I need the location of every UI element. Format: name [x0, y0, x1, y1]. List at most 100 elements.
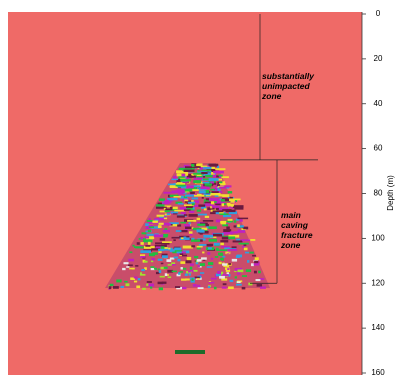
fracture-speck [221, 236, 231, 240]
fracture-speck [207, 207, 215, 210]
fracture-speck [141, 268, 146, 272]
fracture-speck [163, 266, 168, 269]
fracture-speck [202, 185, 205, 188]
fracture-speck [163, 247, 173, 251]
fracture-speck [155, 204, 165, 207]
fracture-speck [190, 191, 195, 195]
fracture-speck [228, 211, 238, 215]
fracture-speck [178, 272, 181, 275]
fracture-speck [207, 286, 211, 289]
fracture-speck [181, 173, 186, 177]
fracture-speck [210, 201, 215, 205]
fracture-speck [197, 213, 207, 216]
fracture-speck [204, 183, 212, 186]
fracture-speck [140, 237, 144, 240]
fracture-speck [234, 270, 237, 273]
fracture-speck [189, 263, 195, 266]
fracture-speck [219, 181, 223, 185]
fracture-speck [146, 224, 154, 228]
fracture-speck [248, 282, 253, 286]
fracture-speck [192, 163, 201, 167]
fracture-speck [184, 224, 191, 228]
fracture-speck [163, 216, 167, 219]
fracture-speck [159, 210, 167, 213]
fracture-speck [228, 206, 232, 208]
y-tick-label: 20 [374, 54, 383, 63]
fracture-speck [188, 222, 191, 225]
fracture-speck [210, 188, 216, 191]
fracture-speck [202, 258, 206, 261]
fracture-speck [173, 256, 179, 259]
fracture-speck [165, 199, 169, 202]
fracture-speck [175, 184, 186, 187]
fracture-speck [218, 183, 226, 186]
fracture-speck [158, 251, 162, 253]
fracture-speck [176, 182, 182, 185]
fracture-speck [146, 281, 152, 283]
fracture-speck [167, 269, 174, 273]
fracture-speck [180, 251, 186, 254]
fracture-speck [165, 208, 173, 211]
fracture-speck [198, 204, 206, 207]
fracture-speck [163, 207, 167, 210]
fracture-speck [193, 180, 202, 184]
y-tick-label: 60 [374, 144, 383, 153]
fracture-speck [185, 226, 192, 229]
fracture-speck [207, 262, 214, 265]
fracture-speck [171, 190, 176, 194]
fracture-speck [211, 191, 219, 195]
fracture-speck [171, 270, 177, 273]
fracture-speck [215, 185, 218, 187]
fracture-speck [193, 204, 203, 208]
fracture-speck [197, 223, 206, 226]
fracture-speck [243, 226, 249, 230]
fracture-speck [183, 192, 187, 194]
fracture-speck [227, 247, 230, 249]
fracture-speck [183, 196, 188, 199]
fracture-speck [204, 201, 211, 204]
fracture-speck [161, 247, 168, 249]
fracture-speck [176, 251, 182, 254]
fracture-speck [196, 200, 200, 204]
fracture-speck [186, 175, 197, 178]
fracture-speck [219, 210, 224, 214]
fracture-speck [132, 244, 135, 247]
fracture-speck [207, 252, 211, 255]
fracture-speck [219, 275, 225, 279]
fracture-speck [161, 281, 167, 284]
fracture-speck [256, 284, 263, 287]
fracture-speck [179, 271, 183, 273]
fracture-speck [145, 227, 152, 230]
fracture-speck [167, 264, 172, 266]
fracture-speck [210, 212, 219, 215]
fracture-speck [222, 255, 226, 258]
fracture-speck [172, 251, 178, 254]
fracture-speck [208, 163, 219, 166]
fracture-speck [159, 238, 166, 241]
fracture-speck [226, 272, 230, 275]
fracture-speck [143, 246, 155, 249]
fracture-speck [211, 166, 215, 170]
fracture-speck [224, 220, 234, 223]
fracture-speck [163, 200, 172, 204]
fracture-speck [204, 190, 210, 194]
fracture-speck [181, 254, 188, 257]
fracture-speck [176, 215, 185, 218]
fracture-speck [203, 195, 207, 197]
fracture-speck [178, 176, 185, 179]
fracture-speck [190, 279, 195, 283]
fracture-speck [224, 247, 229, 250]
fracture-speck [123, 262, 129, 265]
fracture-speck [163, 217, 168, 220]
fracture-speck [151, 258, 155, 261]
fracture-speck [191, 237, 195, 240]
fracture-speck [218, 207, 230, 211]
fracture-speck [241, 286, 246, 290]
fracture-speck [186, 185, 194, 189]
fracture-speck [237, 272, 241, 275]
fracture-speck [143, 239, 153, 243]
fracture-speck [209, 198, 220, 201]
fracture-speck [227, 268, 230, 270]
y-axis-label: Depth (m) [386, 175, 395, 211]
